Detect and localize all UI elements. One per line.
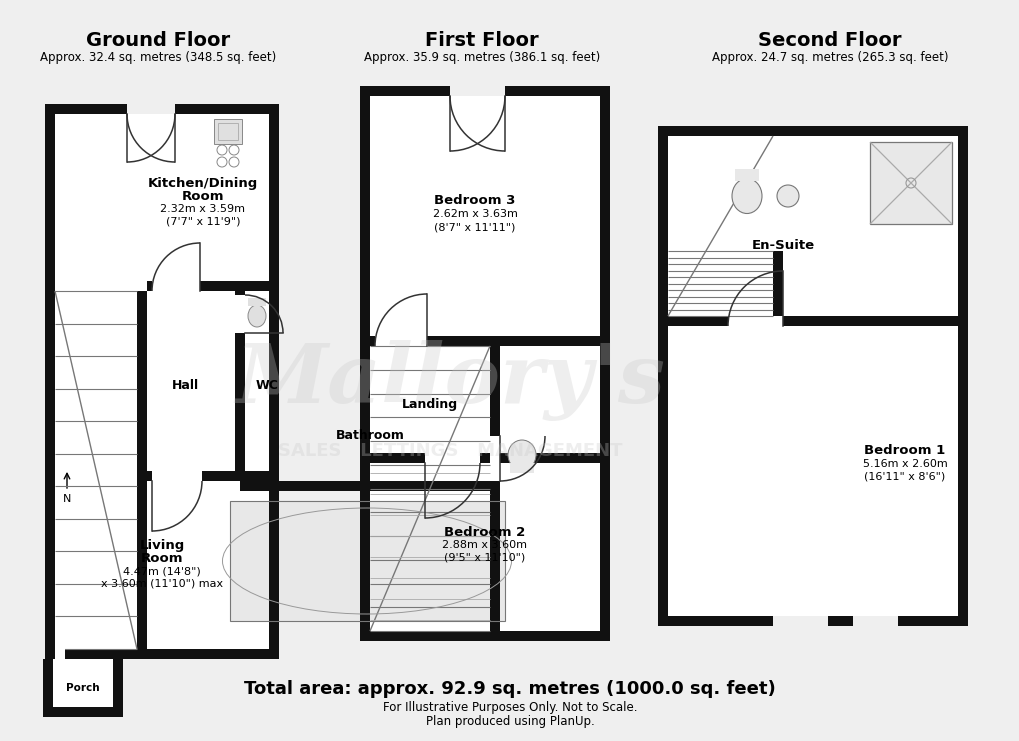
Text: Bedroom 2: Bedroom 2 bbox=[444, 525, 525, 539]
Text: 2.88m x 3.60m: 2.88m x 3.60m bbox=[442, 540, 527, 550]
Bar bbox=[425, 453, 480, 463]
Text: Living: Living bbox=[140, 539, 184, 551]
Text: (9'5" x 11'10"): (9'5" x 11'10") bbox=[444, 553, 525, 563]
Text: Approx. 35.9 sq. metres (386.1 sq. feet): Approx. 35.9 sq. metres (386.1 sq. feet) bbox=[364, 50, 599, 64]
Text: Mallory's: Mallory's bbox=[234, 341, 664, 422]
Bar bbox=[55, 629, 65, 659]
Bar bbox=[147, 471, 234, 481]
Bar bbox=[53, 659, 113, 707]
Ellipse shape bbox=[732, 179, 761, 213]
Ellipse shape bbox=[507, 440, 535, 470]
Text: Bedroom 3: Bedroom 3 bbox=[434, 194, 516, 207]
Bar bbox=[229, 501, 504, 621]
Bar bbox=[449, 86, 504, 96]
Bar bbox=[772, 251, 783, 316]
Text: (8'7" x 11'11"): (8'7" x 11'11") bbox=[434, 222, 516, 232]
Text: Hall: Hall bbox=[171, 379, 199, 393]
Text: Second Floor: Second Floor bbox=[757, 32, 901, 50]
Bar bbox=[234, 295, 245, 333]
Bar bbox=[45, 649, 279, 659]
Bar bbox=[510, 463, 534, 473]
Text: Bedroom 1: Bedroom 1 bbox=[863, 445, 945, 457]
Bar bbox=[360, 86, 370, 641]
Text: N: N bbox=[63, 494, 71, 504]
Text: Ground Floor: Ground Floor bbox=[86, 32, 230, 50]
Bar bbox=[45, 104, 55, 659]
Text: 2.32m x 3.59m: 2.32m x 3.59m bbox=[160, 204, 246, 214]
Text: Approx. 24.7 sq. metres (265.3 sq. feet): Approx. 24.7 sq. metres (265.3 sq. feet) bbox=[711, 50, 948, 64]
Text: Kitchen/Dining: Kitchen/Dining bbox=[148, 176, 258, 190]
Bar bbox=[735, 169, 758, 181]
Bar bbox=[360, 86, 609, 96]
Bar bbox=[360, 631, 609, 641]
Text: Plan produced using PlanUp.: Plan produced using PlanUp. bbox=[425, 714, 594, 728]
Bar bbox=[218, 123, 237, 140]
Bar bbox=[370, 96, 599, 631]
Bar bbox=[229, 501, 504, 621]
Bar bbox=[869, 142, 951, 224]
Text: Landing: Landing bbox=[401, 399, 458, 411]
Text: Room: Room bbox=[141, 551, 183, 565]
Text: For Illustrative Purposes Only. Not to Scale.: For Illustrative Purposes Only. Not to S… bbox=[382, 700, 637, 714]
Bar bbox=[43, 707, 123, 717]
Bar bbox=[248, 298, 266, 306]
Text: x 3.60m (11'10") max: x 3.60m (11'10") max bbox=[101, 579, 223, 589]
Text: (7'7" x 11'9"): (7'7" x 11'9") bbox=[165, 217, 240, 227]
Bar bbox=[375, 336, 427, 346]
Bar bbox=[55, 114, 269, 649]
Bar bbox=[772, 616, 827, 626]
Bar bbox=[147, 471, 269, 481]
Text: Room: Room bbox=[181, 190, 224, 202]
Text: Total area: approx. 92.9 sq. metres (1000.0 sq. feet): Total area: approx. 92.9 sq. metres (100… bbox=[244, 680, 775, 698]
Text: (16'11" x 8'6"): (16'11" x 8'6") bbox=[863, 472, 945, 482]
Text: WC: WC bbox=[256, 379, 278, 393]
Text: 2.62m x 3.63m: 2.62m x 3.63m bbox=[432, 209, 517, 219]
Text: En-Suite: En-Suite bbox=[751, 239, 814, 253]
Bar bbox=[127, 104, 175, 114]
Ellipse shape bbox=[776, 185, 798, 207]
Ellipse shape bbox=[248, 305, 266, 327]
Bar bbox=[489, 346, 499, 631]
Bar bbox=[657, 126, 667, 626]
Bar bbox=[239, 481, 499, 491]
Text: Bathroom: Bathroom bbox=[335, 430, 405, 442]
Bar bbox=[852, 616, 897, 626]
Bar bbox=[147, 281, 269, 291]
Text: SALES   LETTINGS   MANAGEMENT: SALES LETTINGS MANAGEMENT bbox=[277, 442, 622, 460]
Bar bbox=[370, 336, 599, 346]
Bar bbox=[370, 453, 599, 463]
Text: Approx. 32.4 sq. metres (348.5 sq. feet): Approx. 32.4 sq. metres (348.5 sq. feet) bbox=[40, 50, 276, 64]
Bar bbox=[113, 659, 123, 717]
Bar bbox=[657, 126, 967, 136]
Bar bbox=[599, 86, 609, 641]
Bar bbox=[43, 659, 53, 717]
Bar bbox=[957, 126, 967, 626]
Bar bbox=[489, 436, 499, 481]
Bar bbox=[45, 104, 279, 114]
Bar bbox=[214, 119, 242, 144]
Bar bbox=[728, 316, 783, 326]
Text: Porch: Porch bbox=[66, 683, 100, 693]
Text: First Floor: First Floor bbox=[425, 32, 538, 50]
Bar bbox=[137, 291, 147, 649]
Bar bbox=[269, 104, 279, 659]
Text: 4.47m (14'8"): 4.47m (14'8") bbox=[123, 566, 201, 576]
Bar bbox=[657, 616, 967, 626]
Bar bbox=[214, 119, 242, 144]
Bar bbox=[152, 471, 202, 481]
Bar bbox=[869, 142, 951, 224]
Bar bbox=[667, 316, 957, 326]
Bar bbox=[234, 291, 245, 481]
Text: 5.16m x 2.60m: 5.16m x 2.60m bbox=[862, 459, 947, 469]
Bar bbox=[667, 136, 957, 616]
Bar bbox=[152, 281, 200, 291]
